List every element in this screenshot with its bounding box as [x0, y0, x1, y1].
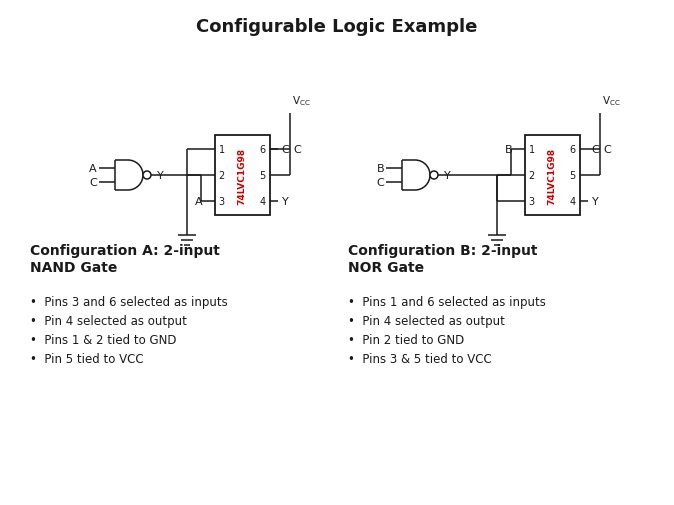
Text: Y: Y [157, 171, 164, 181]
Text: Y: Y [282, 196, 288, 206]
Text: •  Pins 1 and 6 selected as inputs: • Pins 1 and 6 selected as inputs [348, 295, 546, 309]
Text: 1: 1 [528, 145, 534, 155]
Text: •  Pin 4 selected as output: • Pin 4 selected as output [30, 315, 187, 327]
Text: 3: 3 [528, 196, 534, 206]
Circle shape [430, 172, 438, 180]
Text: 5: 5 [259, 171, 266, 181]
Text: C: C [89, 177, 97, 187]
Text: 1: 1 [218, 145, 224, 155]
Text: B: B [505, 145, 512, 155]
Text: •  Pin 4 selected as output: • Pin 4 selected as output [348, 315, 505, 327]
Text: •  Pin 2 tied to GND: • Pin 2 tied to GND [348, 333, 464, 346]
Bar [524, 136, 580, 216]
Text: C: C [603, 145, 611, 155]
Text: 4: 4 [570, 196, 576, 206]
Text: 2: 2 [218, 171, 224, 181]
Text: C: C [282, 145, 289, 155]
Text: A: A [195, 196, 202, 206]
Text: •  Pin 5 tied to VCC: • Pin 5 tied to VCC [30, 352, 144, 365]
Text: Configurable Logic Example: Configurable Logic Example [196, 18, 478, 36]
Text: A: A [90, 164, 97, 174]
Text: 4: 4 [259, 196, 266, 206]
Text: V$_{\rm CC}$: V$_{\rm CC}$ [291, 94, 310, 108]
Bar [214, 136, 270, 216]
Text: Y: Y [444, 171, 451, 181]
Text: 74LVC1G98: 74LVC1G98 [237, 147, 247, 204]
Text: 74LVC1G98: 74LVC1G98 [547, 147, 557, 204]
Text: •  Pins 3 and 6 selected as inputs: • Pins 3 and 6 selected as inputs [30, 295, 228, 309]
Text: Configuration A: 2-input
NAND Gate: Configuration A: 2-input NAND Gate [30, 243, 220, 275]
Circle shape [143, 172, 151, 180]
Text: •  Pins 1 & 2 tied to GND: • Pins 1 & 2 tied to GND [30, 333, 177, 346]
Text: B: B [376, 164, 384, 174]
Text: C: C [592, 145, 599, 155]
Text: 3: 3 [218, 196, 224, 206]
Text: V$_{\rm CC}$: V$_{\rm CC}$ [601, 94, 620, 108]
Text: Y: Y [592, 196, 599, 206]
Text: •  Pins 3 & 5 tied to VCC: • Pins 3 & 5 tied to VCC [348, 352, 492, 365]
Text: C: C [376, 177, 384, 187]
Text: 6: 6 [259, 145, 266, 155]
Text: 2: 2 [528, 171, 534, 181]
Text: Configuration B: 2-input
NOR Gate: Configuration B: 2-input NOR Gate [348, 243, 537, 275]
Text: C: C [293, 145, 301, 155]
Text: 5: 5 [570, 171, 576, 181]
Text: 6: 6 [570, 145, 576, 155]
